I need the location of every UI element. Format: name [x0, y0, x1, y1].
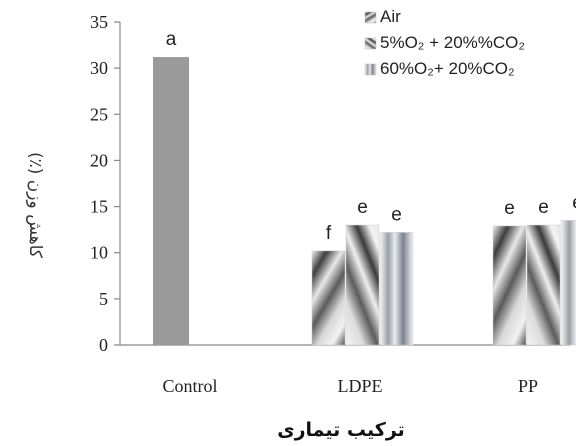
x-tick-label: LDPE — [338, 376, 383, 396]
legend: Air 5%O₂ + 20%%CO₂ 60%O₂+ 20%CO₂ — [364, 7, 525, 78]
data-label: f — [326, 223, 332, 244]
y-axis-label: کاهش وزن (٪) — [25, 152, 45, 259]
x-tick-label: PP — [518, 376, 538, 396]
y-tick-label: 20 — [90, 150, 108, 170]
bar-ldpe-2 — [379, 232, 414, 346]
data-label: e — [391, 204, 402, 225]
y-tick-label: 0 — [99, 335, 108, 355]
x-axis-label: ترکیب تیماری — [277, 419, 405, 441]
bars — [153, 57, 576, 346]
bar-pp-1 — [526, 224, 561, 346]
legend-label: Air — [380, 7, 401, 26]
legend-swatch — [364, 37, 377, 50]
bar-pp-2 — [560, 220, 576, 346]
y-tick-label: 15 — [90, 197, 108, 217]
y-tick-label: 25 — [90, 104, 108, 124]
bar-control-0 — [153, 57, 189, 345]
data-label: a — [166, 29, 177, 50]
y-tick-label: 10 — [90, 243, 108, 263]
bar-ldpe-0 — [311, 250, 346, 346]
data-label: e — [572, 192, 576, 213]
legend-swatch — [364, 63, 377, 76]
x-tick-label: Control — [162, 376, 217, 396]
y-tick-label: 30 — [90, 58, 108, 78]
legend-swatch — [364, 11, 377, 24]
data-label: e — [504, 198, 515, 219]
y-tick-label: 35 — [90, 12, 108, 32]
legend-label: 60%O₂+ 20%CO₂ — [380, 59, 515, 78]
data-label: e — [357, 197, 368, 218]
bar-pp-0 — [492, 225, 527, 346]
axes: 0 5 10 15 20 25 30 35 Control LDPE PP — [90, 12, 570, 396]
y-tick-label: 5 — [99, 289, 108, 309]
data-label: e — [538, 197, 549, 218]
legend-label: 5%O₂ + 20%%CO₂ — [380, 33, 525, 52]
bar-ldpe-1 — [345, 224, 380, 346]
data-labels: a f e e e e e — [166, 29, 576, 244]
